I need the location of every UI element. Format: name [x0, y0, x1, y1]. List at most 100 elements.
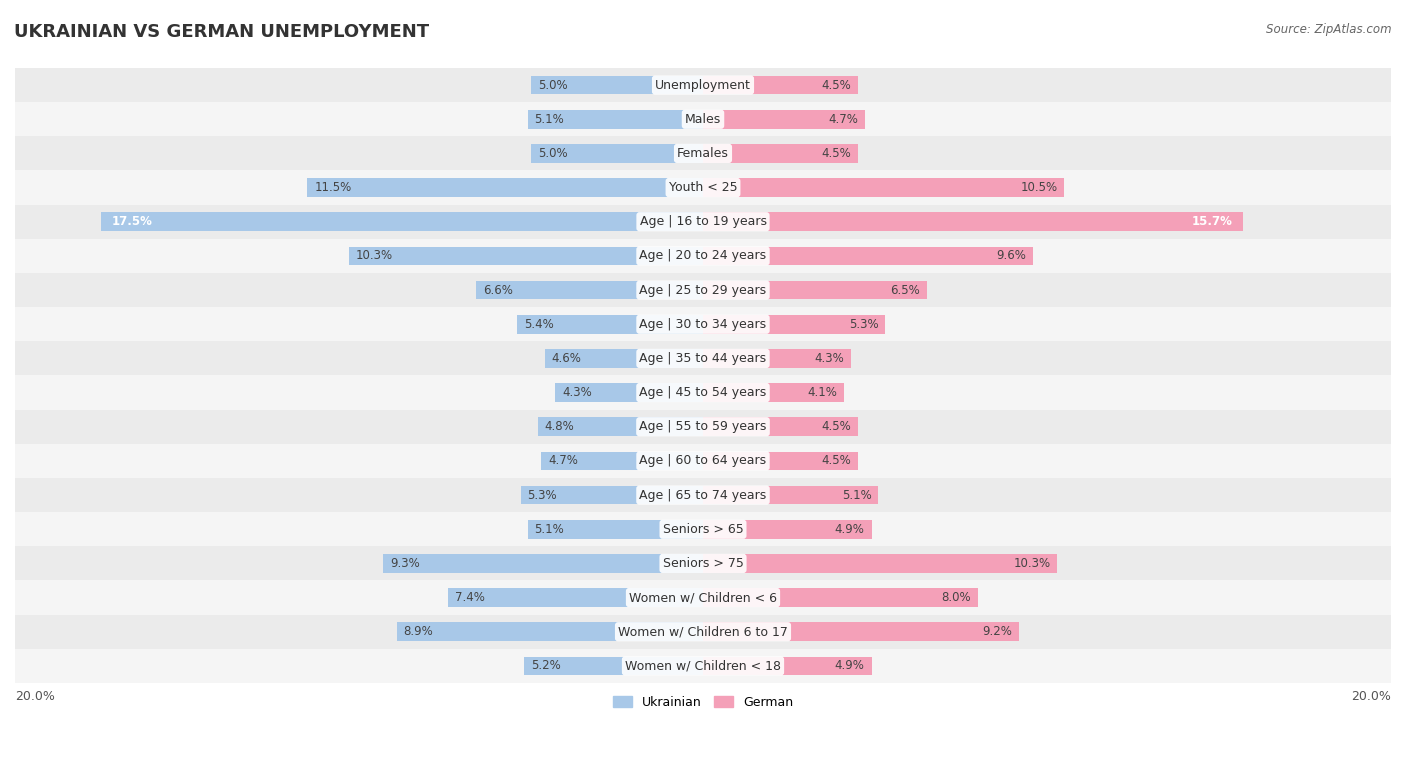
Bar	[531, 144, 703, 163]
Bar	[15, 102, 1391, 136]
Text: 8.0%: 8.0%	[942, 591, 972, 604]
Bar	[382, 554, 703, 573]
Bar	[15, 170, 1391, 204]
Text: 5.1%: 5.1%	[842, 488, 872, 502]
Bar	[703, 588, 979, 607]
Text: 4.6%: 4.6%	[551, 352, 582, 365]
Text: 4.3%: 4.3%	[562, 386, 592, 399]
Text: 17.5%: 17.5%	[111, 215, 152, 229]
Text: 5.4%: 5.4%	[524, 318, 554, 331]
Bar	[477, 281, 703, 300]
Text: 9.3%: 9.3%	[389, 557, 420, 570]
Text: 7.4%: 7.4%	[456, 591, 485, 604]
Bar	[15, 444, 1391, 478]
Text: Males: Males	[685, 113, 721, 126]
Bar	[703, 451, 858, 470]
Text: Women w/ Children 6 to 17: Women w/ Children 6 to 17	[619, 625, 787, 638]
Bar	[15, 410, 1391, 444]
Bar	[703, 554, 1057, 573]
Bar	[396, 622, 703, 641]
Text: 9.2%: 9.2%	[983, 625, 1012, 638]
Bar	[555, 383, 703, 402]
Text: 4.9%: 4.9%	[835, 523, 865, 536]
Text: 8.9%: 8.9%	[404, 625, 433, 638]
Bar	[101, 213, 703, 231]
Bar	[15, 136, 1391, 170]
Bar	[703, 76, 858, 95]
Text: Age | 16 to 19 years: Age | 16 to 19 years	[640, 215, 766, 229]
Bar	[703, 486, 879, 504]
Bar	[15, 341, 1391, 375]
Bar	[308, 178, 703, 197]
Bar	[703, 656, 872, 675]
Bar	[703, 281, 927, 300]
Text: 5.3%: 5.3%	[527, 488, 557, 502]
Text: Age | 30 to 34 years: Age | 30 to 34 years	[640, 318, 766, 331]
Bar	[703, 144, 858, 163]
Text: 5.3%: 5.3%	[849, 318, 879, 331]
Bar	[541, 451, 703, 470]
Text: 4.7%: 4.7%	[548, 454, 578, 467]
Text: 20.0%: 20.0%	[15, 690, 55, 702]
Bar	[538, 417, 703, 436]
Text: Seniors > 75: Seniors > 75	[662, 557, 744, 570]
Text: Age | 20 to 24 years: Age | 20 to 24 years	[640, 249, 766, 263]
Text: 6.6%: 6.6%	[482, 284, 513, 297]
Bar	[544, 349, 703, 368]
Bar	[703, 622, 1019, 641]
Text: 5.1%: 5.1%	[534, 523, 564, 536]
Text: Age | 60 to 64 years: Age | 60 to 64 years	[640, 454, 766, 467]
Text: Seniors > 65: Seniors > 65	[662, 523, 744, 536]
Text: 5.1%: 5.1%	[534, 113, 564, 126]
Text: 4.5%: 4.5%	[821, 420, 851, 433]
Text: 4.5%: 4.5%	[821, 79, 851, 92]
Text: Source: ZipAtlas.com: Source: ZipAtlas.com	[1267, 23, 1392, 36]
Bar	[531, 76, 703, 95]
Bar	[524, 656, 703, 675]
Text: Unemployment: Unemployment	[655, 79, 751, 92]
Bar	[349, 247, 703, 265]
Text: 9.6%: 9.6%	[997, 249, 1026, 263]
Text: Age | 45 to 54 years: Age | 45 to 54 years	[640, 386, 766, 399]
Bar	[15, 307, 1391, 341]
Text: 4.5%: 4.5%	[821, 147, 851, 160]
Bar	[15, 204, 1391, 238]
Text: 10.3%: 10.3%	[356, 249, 392, 263]
Text: 10.5%: 10.5%	[1021, 181, 1057, 194]
Text: Age | 65 to 74 years: Age | 65 to 74 years	[640, 488, 766, 502]
Bar	[703, 213, 1243, 231]
Bar	[703, 520, 872, 539]
Bar	[520, 486, 703, 504]
Bar	[703, 247, 1033, 265]
Text: UKRAINIAN VS GERMAN UNEMPLOYMENT: UKRAINIAN VS GERMAN UNEMPLOYMENT	[14, 23, 429, 41]
Bar	[15, 581, 1391, 615]
Bar	[15, 547, 1391, 581]
Bar	[703, 315, 886, 334]
Text: Women w/ Children < 18: Women w/ Children < 18	[626, 659, 780, 672]
Bar	[15, 478, 1391, 512]
Text: 4.8%: 4.8%	[544, 420, 575, 433]
Text: 11.5%: 11.5%	[315, 181, 352, 194]
Text: Youth < 25: Youth < 25	[669, 181, 737, 194]
Text: 6.5%: 6.5%	[890, 284, 920, 297]
Text: 5.0%: 5.0%	[538, 147, 568, 160]
Text: Females: Females	[678, 147, 728, 160]
Text: Age | 35 to 44 years: Age | 35 to 44 years	[640, 352, 766, 365]
Bar	[15, 375, 1391, 410]
Text: 4.1%: 4.1%	[807, 386, 837, 399]
Bar	[527, 110, 703, 129]
Bar	[15, 649, 1391, 683]
Bar	[703, 110, 865, 129]
Bar	[15, 68, 1391, 102]
Text: 5.2%: 5.2%	[531, 659, 561, 672]
Bar	[15, 615, 1391, 649]
Text: 4.5%: 4.5%	[821, 454, 851, 467]
Text: 4.3%: 4.3%	[814, 352, 844, 365]
Bar	[703, 178, 1064, 197]
Text: 4.7%: 4.7%	[828, 113, 858, 126]
Bar	[517, 315, 703, 334]
Legend: Ukrainian, German: Ukrainian, German	[607, 690, 799, 714]
Text: 4.9%: 4.9%	[835, 659, 865, 672]
Bar	[15, 273, 1391, 307]
Bar	[15, 238, 1391, 273]
